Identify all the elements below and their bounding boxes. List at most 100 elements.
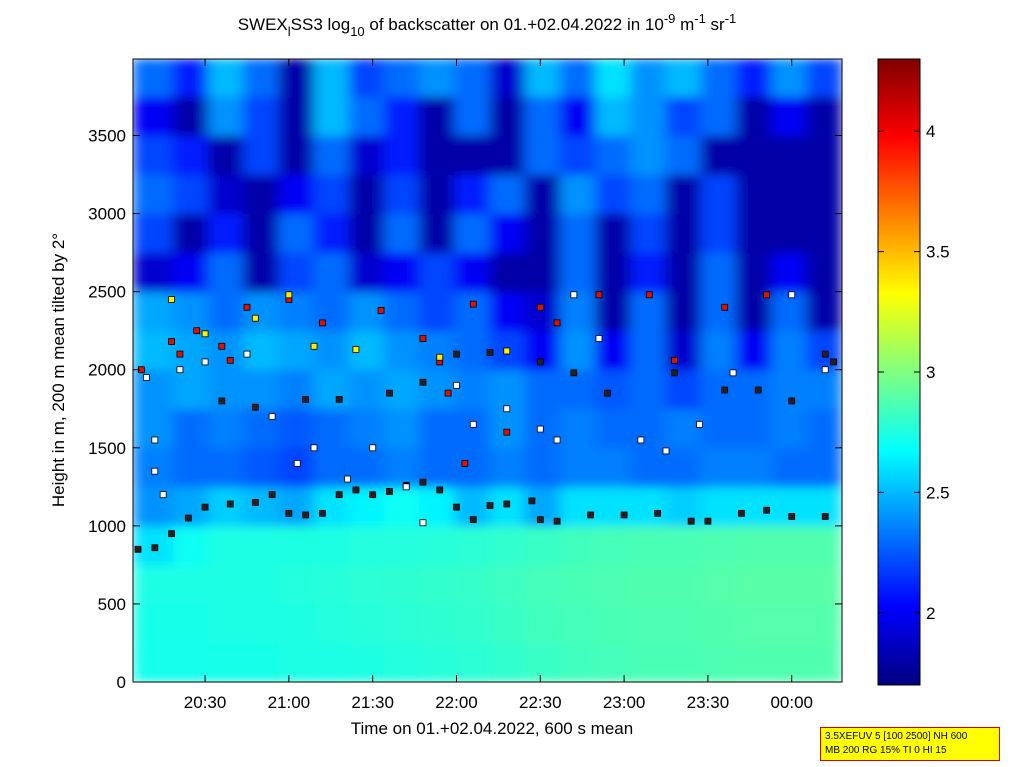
layer-point xyxy=(687,517,695,525)
heat-cell xyxy=(665,291,702,332)
heat-cell xyxy=(489,525,526,566)
heat-cell xyxy=(243,213,280,254)
heat-cell xyxy=(771,59,808,97)
heat-cell xyxy=(313,447,350,488)
heat-cell xyxy=(419,252,456,293)
layer-point xyxy=(821,366,829,374)
heat-cell xyxy=(207,95,245,137)
heat-cell xyxy=(806,603,842,644)
heat-cell xyxy=(278,95,315,137)
heat-cell xyxy=(700,174,737,215)
heat-cell xyxy=(172,174,209,215)
heat-cell xyxy=(735,642,773,682)
heat-cell xyxy=(559,369,597,410)
heat-cell xyxy=(207,330,245,371)
heat-cell xyxy=(665,447,702,488)
heat-cell xyxy=(489,291,526,332)
heat-cell xyxy=(133,330,174,371)
heat-cell xyxy=(771,330,808,371)
heat-cell xyxy=(630,95,667,137)
heat-cell xyxy=(348,135,385,176)
heat-cell xyxy=(383,603,421,644)
heat-cell xyxy=(278,564,315,605)
layer-point xyxy=(754,386,762,394)
layer-point xyxy=(536,358,544,366)
heat-cell xyxy=(313,213,350,254)
heat-cell xyxy=(806,59,842,97)
y-tick-label: 0 xyxy=(117,673,126,692)
heat-cell xyxy=(278,291,315,332)
x-tick-label: 23:30 xyxy=(687,693,730,712)
heat-cell xyxy=(630,564,667,605)
heat-cell xyxy=(313,564,350,605)
heat-cell xyxy=(489,408,526,449)
heat-cell xyxy=(419,408,456,449)
heat-cell xyxy=(489,252,526,293)
heat-cell xyxy=(630,59,667,97)
heat-cell xyxy=(454,369,491,410)
heat-cell xyxy=(454,252,491,293)
heat-cell xyxy=(630,486,667,527)
heat-cell xyxy=(348,408,385,449)
heat-cell xyxy=(559,95,597,137)
heat-cell xyxy=(454,59,491,97)
heat-cell xyxy=(665,330,702,371)
heat-cell xyxy=(207,135,245,176)
heat-cell xyxy=(700,564,737,605)
heat-cell xyxy=(348,642,385,682)
layer-point xyxy=(503,405,511,413)
layer-point xyxy=(302,395,310,403)
layer-point xyxy=(268,491,276,499)
layer-point xyxy=(461,460,469,467)
layer-point xyxy=(319,319,326,327)
layer-markers xyxy=(134,291,838,553)
heat-cell xyxy=(383,213,421,254)
heat-cell xyxy=(771,603,808,644)
heat-cell xyxy=(665,135,702,176)
heat-cell xyxy=(383,525,421,566)
heat-cell xyxy=(806,486,842,527)
heat-cell xyxy=(595,525,632,566)
title-part: sr xyxy=(706,15,725,34)
layer-point xyxy=(143,374,150,381)
heat-cell xyxy=(313,369,350,410)
heat-cell xyxy=(489,95,526,137)
heat-cell xyxy=(735,486,773,527)
layer-point xyxy=(134,545,142,553)
heat-cell xyxy=(313,603,350,644)
heat-cell xyxy=(665,408,702,449)
heat-cell xyxy=(419,603,456,644)
heat-cell xyxy=(313,135,350,176)
heat-cell xyxy=(559,59,597,97)
heat-cell xyxy=(313,59,350,97)
heat-cell xyxy=(595,642,632,682)
heat-cell xyxy=(630,525,667,566)
heat-cell xyxy=(559,603,597,644)
heat-cell xyxy=(735,564,773,605)
heat-cell xyxy=(489,447,526,488)
layer-point xyxy=(377,306,385,314)
heat-cell xyxy=(207,525,245,566)
heat-cell xyxy=(383,564,421,605)
layer-point xyxy=(662,447,670,455)
y-tick-label: 3500 xyxy=(88,127,126,146)
heat-cell xyxy=(313,174,350,215)
layer-point xyxy=(595,335,603,342)
layer-point xyxy=(553,517,561,525)
heat-cell xyxy=(133,213,174,254)
heat-cell xyxy=(700,291,737,332)
layer-point xyxy=(268,413,276,420)
heat-cell xyxy=(383,642,421,682)
heat-cell xyxy=(735,330,773,371)
heat-cell xyxy=(771,213,808,254)
heat-cell xyxy=(419,291,456,332)
heat-cell xyxy=(806,408,842,449)
layer-point xyxy=(763,506,770,514)
colorbar-tick-label: 3 xyxy=(926,363,935,382)
heat-cell xyxy=(207,369,245,410)
layer-point xyxy=(788,291,796,299)
heat-cell xyxy=(665,642,702,682)
heat-cell xyxy=(383,174,421,215)
heat-cell xyxy=(700,59,737,97)
layer-point xyxy=(352,346,360,353)
